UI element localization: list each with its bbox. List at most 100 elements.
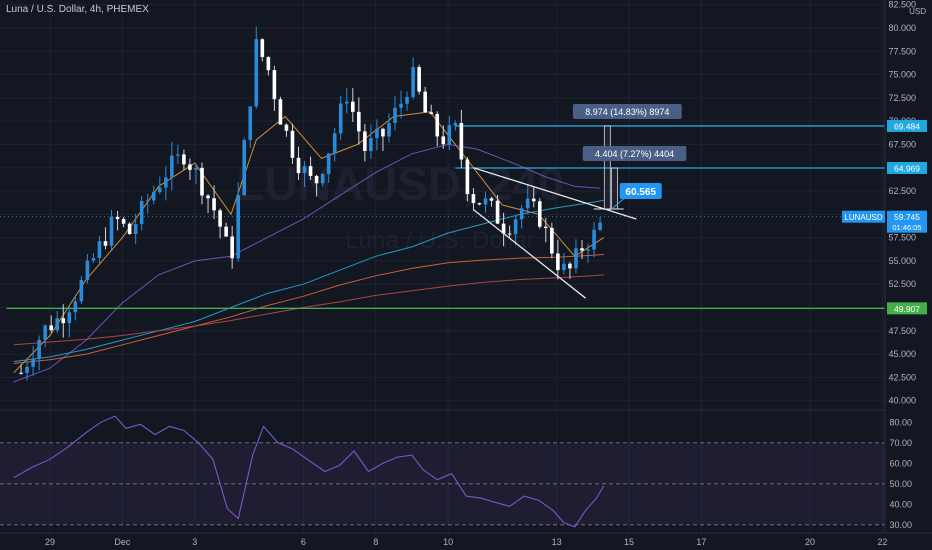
rsi-tick-label: 30.00	[889, 520, 912, 530]
candle-body	[73, 301, 78, 313]
rsi-indicator	[13, 415, 605, 528]
candle-body	[562, 263, 566, 271]
candle-body	[531, 198, 536, 202]
ma-ema_long	[13, 199, 604, 362]
candle-body	[194, 167, 198, 170]
candle-body	[151, 192, 156, 201]
time-tick-label: 15	[624, 537, 634, 547]
candle-body	[375, 128, 379, 139]
candle-body	[429, 112, 434, 114]
candle-body	[260, 39, 265, 58]
rsi-line	[13, 415, 605, 528]
candle-body	[320, 173, 325, 184]
candle-body	[188, 164, 192, 170]
candle-body	[31, 358, 35, 367]
rsi-tick-label: 50.00	[889, 479, 912, 489]
candle-body	[314, 175, 319, 184]
candle-body	[483, 198, 488, 205]
price-tick-label: 72.500	[888, 93, 916, 103]
candle-body	[133, 224, 138, 235]
candle-body	[164, 177, 168, 188]
rsi-tick-label: 40.00	[889, 499, 912, 509]
watermark-symbol: LUNAUSD, 240	[236, 158, 563, 210]
candle-body	[393, 107, 397, 124]
measure-box-2	[582, 146, 687, 162]
price-tick-label: 80.000	[888, 23, 916, 33]
candle-body	[296, 157, 301, 174]
candle-body	[350, 101, 355, 112]
measure-label-1: 8.974 (14.83%) 8974	[585, 107, 669, 117]
candle-body	[435, 113, 440, 137]
measure-range-2	[611, 167, 618, 210]
candle-body	[357, 111, 361, 132]
time-tick-label: 13	[552, 537, 562, 547]
candle-body	[381, 128, 385, 137]
watermark-name: Luna / U.S. Dollar	[345, 227, 534, 254]
horizontal-levels[interactable]	[0, 125, 885, 310]
candle-body	[200, 167, 204, 196]
price-tick-label: 40.000	[888, 396, 916, 406]
level-tag-label: 69.484	[894, 121, 920, 131]
candle-body	[399, 103, 403, 108]
candle-body	[139, 201, 144, 225]
symbol-tag-label: LUNAUSD	[844, 213, 882, 222]
candle-body	[556, 253, 560, 271]
candle-body	[145, 200, 150, 202]
candle-body	[568, 263, 572, 269]
candle-body	[182, 154, 186, 165]
candle-body	[176, 154, 180, 156]
time-tick-label: 6	[301, 537, 306, 547]
candle-body	[290, 130, 295, 158]
candle-body	[284, 124, 289, 131]
candle-body	[405, 96, 409, 104]
time-tick-label: 3	[192, 537, 197, 547]
price-tick-label: 82.500	[888, 0, 916, 10]
candle-body	[507, 233, 512, 235]
level-tag-resistance-2	[887, 162, 927, 175]
candle-body	[423, 91, 427, 113]
candle-body	[338, 103, 343, 134]
candle-body	[242, 140, 247, 196]
candle-body	[363, 131, 367, 151]
callout-label: 60.565	[625, 187, 656, 198]
candle-body	[598, 222, 602, 230]
rsi-tick-label: 70.00	[889, 438, 912, 448]
candle-body	[574, 248, 578, 269]
grid	[0, 0, 932, 534]
candle-body	[49, 325, 54, 331]
falling-wedge[interactable]	[473, 167, 637, 299]
candle-body	[37, 339, 41, 359]
measurements[interactable]: 8.974 (14.83%) 8974 4.404 (7.27%) 4404 60.…	[572, 103, 687, 210]
measure-label-2: 4.404 (7.27%) 4404	[595, 149, 674, 159]
chart-title: Luna / U.S. Dollar, 4h, PHEMEX	[6, 4, 149, 15]
candle-body	[170, 155, 174, 178]
price-tick-label: 52.500	[888, 279, 916, 289]
candle-body	[115, 216, 120, 220]
time-tick-label: 29	[45, 537, 55, 547]
rsi-band	[0, 442, 885, 526]
rsi-tick-label: 80.00	[889, 417, 912, 427]
level-tag-label: 64.969	[894, 164, 920, 174]
price-tick-label: 62.500	[888, 186, 916, 196]
candle-body	[308, 166, 313, 176]
level-tag-support	[887, 302, 927, 315]
time-tick-label: 10	[443, 537, 453, 547]
measure-box-1	[572, 103, 682, 119]
candle-body	[157, 187, 162, 193]
candle-body	[326, 153, 331, 174]
candle-body	[61, 318, 66, 324]
ma-ema_mid	[13, 143, 601, 383]
candle-body	[91, 257, 96, 261]
ma-ema_short	[13, 111, 604, 374]
candle-body	[85, 260, 90, 281]
candle-body	[525, 198, 530, 209]
candle-body	[459, 123, 464, 160]
candle-body	[344, 101, 349, 104]
candle-body	[501, 223, 506, 234]
ma-sma_300	[13, 274, 604, 346]
time-tick-label: 22	[877, 537, 887, 547]
level-tag-label: 49.907	[894, 304, 920, 314]
wedge-lower-line	[473, 209, 587, 299]
price-tick-label: 42.500	[888, 372, 916, 382]
